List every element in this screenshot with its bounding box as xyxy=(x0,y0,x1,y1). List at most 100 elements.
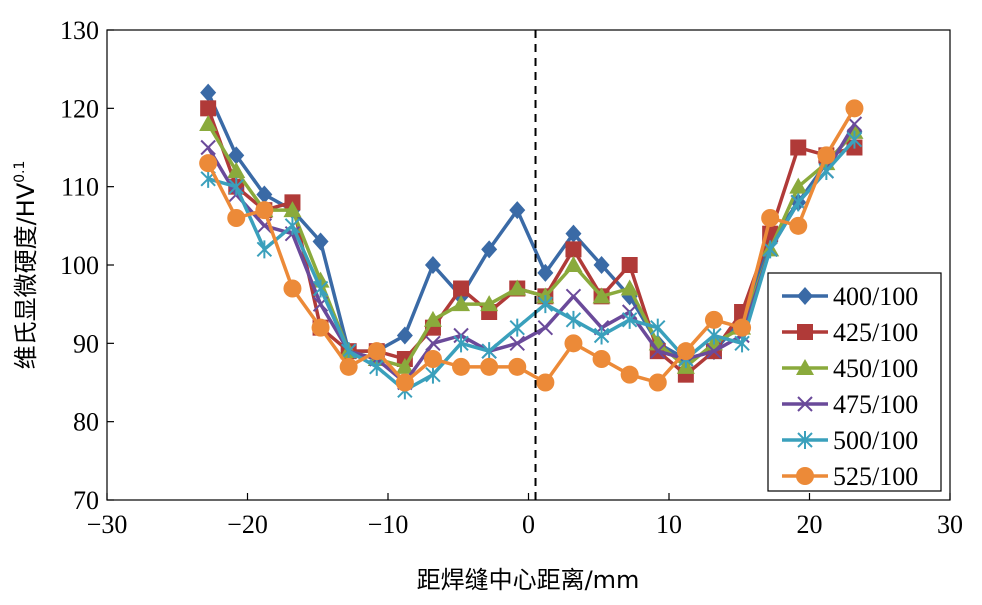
data-point xyxy=(592,350,611,368)
data-point xyxy=(565,241,582,258)
data-point xyxy=(564,334,583,353)
legend-entry: 500/100 xyxy=(782,426,918,455)
data-point xyxy=(797,431,813,449)
data-point xyxy=(620,279,639,296)
data-point xyxy=(199,115,218,131)
data-point xyxy=(706,343,722,359)
data-point xyxy=(621,310,638,329)
data-point xyxy=(453,334,469,353)
data-point xyxy=(508,357,527,376)
data-point xyxy=(395,373,414,392)
data-point xyxy=(199,154,218,173)
legend-entry: 525/100 xyxy=(782,462,918,491)
data-point xyxy=(312,232,329,251)
data-point xyxy=(423,310,442,327)
legend-entry: 450/100 xyxy=(782,354,918,383)
data-point xyxy=(565,310,582,329)
axis-layer: −30 −20 −10 0 10 20 30 70 80 90 100 110 120 130 xyxy=(60,16,963,539)
data-point xyxy=(817,146,836,165)
x-tick-label: 30 xyxy=(937,510,963,539)
x-tick-label: −10 xyxy=(368,510,409,539)
data-point xyxy=(621,257,638,273)
data-point xyxy=(706,326,722,345)
data-point xyxy=(796,467,814,485)
x-tick-label: −20 xyxy=(227,510,268,539)
data-point xyxy=(367,342,386,361)
data-point xyxy=(797,287,813,305)
data-point xyxy=(564,256,583,272)
legend-entry: 400/100 xyxy=(782,282,918,311)
data-point xyxy=(797,396,813,412)
data-point xyxy=(340,342,357,361)
data-point xyxy=(537,263,554,282)
y-tick-label: 120 xyxy=(60,94,99,123)
y-axis-title: 维氏显微硬度/HV0.1 xyxy=(12,161,40,370)
data-point xyxy=(425,335,441,352)
data-point xyxy=(284,216,301,235)
legend-label: 525/100 xyxy=(833,462,918,491)
data-point xyxy=(481,342,497,361)
x-tick-label: 0 xyxy=(522,510,535,539)
data-point xyxy=(676,342,695,361)
data-point xyxy=(796,359,814,375)
data-point xyxy=(537,295,554,314)
data-point xyxy=(396,326,413,345)
data-point xyxy=(593,326,610,345)
data-point xyxy=(227,209,246,227)
data-point xyxy=(762,240,778,259)
data-point xyxy=(481,240,498,259)
x-axis-title: 距焊缝中心距离/mm xyxy=(417,566,640,594)
data-point xyxy=(395,357,414,374)
data-point xyxy=(200,139,216,156)
legend-label: 400/100 xyxy=(833,282,918,311)
y-axis-title-main: 维氏显微硬度/HV xyxy=(12,182,40,369)
data-point xyxy=(790,139,807,156)
data-point xyxy=(509,201,526,220)
data-point xyxy=(424,256,441,274)
data-point xyxy=(508,279,527,296)
y-tick-label: 80 xyxy=(73,408,99,437)
y-tick-label: 70 xyxy=(73,486,99,515)
data-point xyxy=(790,193,806,212)
data-point xyxy=(509,335,525,352)
data-point xyxy=(453,280,470,297)
data-point xyxy=(283,201,302,218)
y-axis-title-group: 维氏显微硬度/HV0.1 xyxy=(12,161,40,370)
series-525-100 xyxy=(199,99,864,392)
data-point xyxy=(704,310,723,329)
data-point xyxy=(845,99,864,118)
data-point xyxy=(846,130,863,149)
legend-label: 425/100 xyxy=(833,318,918,347)
data-point xyxy=(565,224,582,243)
data-point xyxy=(761,209,780,227)
data-point xyxy=(339,357,358,376)
data-point xyxy=(797,324,813,340)
data-point xyxy=(228,146,245,165)
legend-label: 450/100 xyxy=(833,354,918,383)
data-point xyxy=(789,177,808,194)
data-point xyxy=(369,357,385,376)
legend-label: 475/100 xyxy=(833,390,918,419)
data-point xyxy=(733,318,752,337)
data-point xyxy=(537,319,554,336)
data-point xyxy=(312,279,329,298)
legend-label: 500/100 xyxy=(833,426,918,455)
data-point xyxy=(452,357,471,376)
data-point xyxy=(256,240,273,259)
y-tick-label: 100 xyxy=(60,251,99,280)
data-point xyxy=(255,201,274,220)
legend-entry: 425/100 xyxy=(782,318,918,347)
x-tick-label: 20 xyxy=(797,510,823,539)
x-tick-label: 10 xyxy=(656,510,682,539)
data-point xyxy=(200,100,217,117)
data-point xyxy=(734,334,750,353)
y-tick-label: 110 xyxy=(61,173,99,202)
data-point xyxy=(593,256,610,274)
data-point xyxy=(423,350,442,368)
data-point xyxy=(480,357,499,376)
data-point xyxy=(509,318,525,337)
data-point xyxy=(311,318,330,337)
y-tick-label: 130 xyxy=(60,16,99,45)
data-point xyxy=(452,295,471,312)
